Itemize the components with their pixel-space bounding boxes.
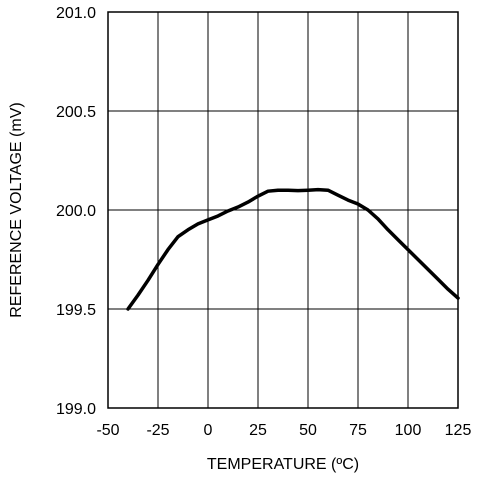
y-axis-title: REFERENCE VOLTAGE (mV) [8,102,25,317]
x-tick-label: 50 [299,422,317,439]
y-tick-label: 199.0 [56,401,96,418]
x-tick-label: -50 [96,422,119,439]
x-tick-label: 125 [445,422,472,439]
plot-frame [107,11,459,409]
grid-lines [107,11,459,409]
y-tick-label: 201.0 [56,5,96,22]
series-line-reference-voltage [126,187,460,311]
y-tick-labels: 199.0 199.5 200.0 200.5 201.0 [56,5,96,418]
x-tick-labels: -50 -25 0 25 50 75 100 125 [96,422,471,439]
y-tick-label: 200.0 [56,203,96,220]
y-tick-label: 200.5 [56,104,96,121]
x-tick-label: 25 [249,422,267,439]
y-tick-label: 199.5 [56,302,96,319]
x-tick-label: 0 [204,422,213,439]
x-tick-label: 100 [395,422,422,439]
x-tick-label: -25 [146,422,169,439]
x-tick-label: 75 [349,422,367,439]
x-axis-title: TEMPERATURE (ºC) [207,456,359,473]
